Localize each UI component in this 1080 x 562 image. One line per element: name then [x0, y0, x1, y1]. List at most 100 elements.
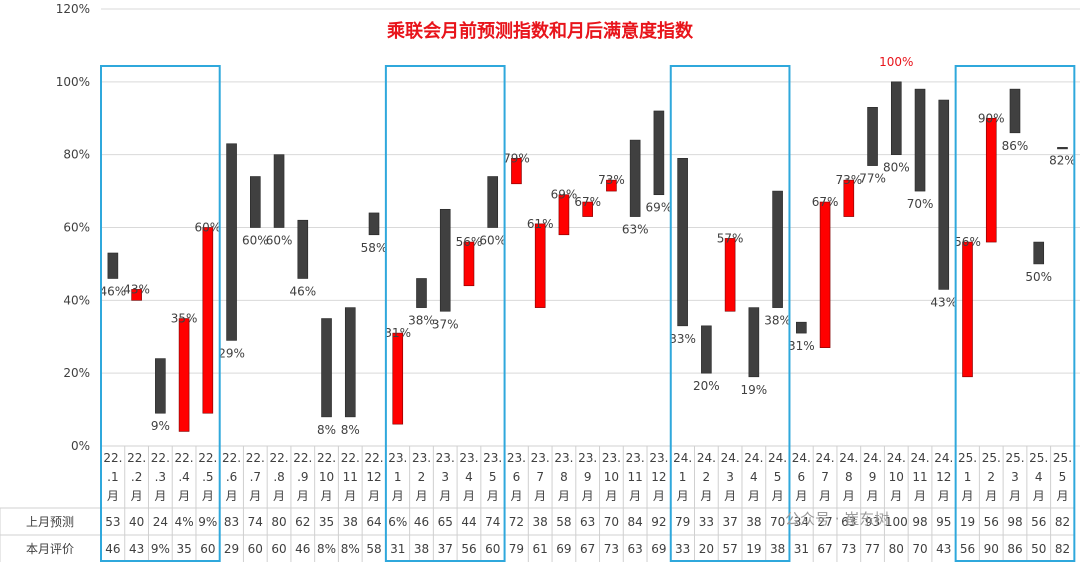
bar-20 — [582, 201, 593, 217]
data-label-13: 38% — [408, 314, 435, 328]
x-tick-label-31: 8 — [845, 470, 853, 484]
forecast-cell-29: 34 — [794, 515, 809, 529]
bar-7 — [273, 154, 285, 228]
x-tick-label-24: 月 — [677, 489, 689, 503]
actual-cell-30: 67 — [817, 542, 832, 556]
data-label-14: 37% — [432, 317, 459, 331]
actual-cell-11: 58 — [366, 542, 381, 556]
highlight-box-1 — [384, 65, 506, 562]
x-tick-label-14: 月 — [439, 489, 451, 503]
forecast-cell-34: 98 — [912, 515, 927, 529]
x-tick-label-23: 23. — [649, 451, 668, 465]
actual-cell-37: 90 — [984, 542, 999, 556]
x-tick-label-17: 月 — [510, 489, 522, 503]
actual-cell-4: 60 — [200, 542, 215, 556]
row-label-forecast: 上月预测 — [26, 515, 74, 529]
bar-15 — [463, 241, 475, 287]
data-label-38: 86% — [1002, 139, 1029, 153]
data-label-8: 46% — [289, 284, 316, 298]
x-tick-label-22: 23. — [626, 451, 645, 465]
x-tick-label-3: .4 — [178, 470, 189, 484]
x-tick-label-30: 24. — [816, 451, 835, 465]
bar-23 — [653, 110, 665, 196]
forecast-cell-8: 62 — [295, 515, 310, 529]
forecast-cell-35: 95 — [936, 515, 951, 529]
actual-cell-19: 69 — [556, 542, 571, 556]
x-tick-label-7: .8 — [273, 470, 284, 484]
x-tick-label-26: 3 — [726, 470, 734, 484]
x-tick-label-38: 3 — [1011, 470, 1019, 484]
data-label-3: 35% — [171, 312, 198, 326]
forecast-cell-20: 63 — [580, 515, 595, 529]
data-label-11: 58% — [361, 241, 388, 255]
forecast-cell-1: 40 — [129, 515, 144, 529]
x-tick-label-0: 月 — [107, 489, 119, 503]
x-tick-label-2: 月 — [154, 489, 166, 503]
x-tick-label-33: 24. — [887, 451, 906, 465]
x-tick-label-20: 月 — [582, 489, 594, 503]
y-tick-label: 60% — [63, 221, 90, 235]
x-tick-label-30: 7 — [821, 470, 829, 484]
x-tick-label-14: 23. — [436, 451, 455, 465]
y-tick-label: 20% — [63, 366, 90, 380]
bar-4 — [202, 227, 214, 414]
forecast-cell-2: 24 — [153, 515, 168, 529]
x-tick-label-21: 23. — [602, 451, 621, 465]
x-tick-label-6: .7 — [250, 470, 261, 484]
forecast-cell-21: 70 — [604, 515, 619, 529]
x-tick-label-6: 月 — [249, 489, 261, 503]
x-tick-label-26: 月 — [724, 489, 736, 503]
y-tick-label: 100% — [56, 75, 90, 89]
x-tick-label-11: 22. — [364, 451, 383, 465]
x-tick-label-19: 8 — [560, 470, 568, 484]
x-tick-label-22: 11 — [628, 470, 643, 484]
bar-22 — [629, 139, 641, 217]
actual-cell-39: 50 — [1031, 542, 1046, 556]
x-tick-label-37: 月 — [985, 489, 997, 503]
x-tick-label-31: 24. — [839, 451, 858, 465]
bar-27 — [748, 307, 760, 378]
actual-cell-36: 56 — [960, 542, 975, 556]
x-tick-label-16: 5 — [489, 470, 497, 484]
row-label-actual: 本月评价 — [26, 542, 74, 556]
actual-cell-21: 73 — [604, 542, 619, 556]
x-tick-label-19: 23. — [554, 451, 573, 465]
chart-title: 乘联会月前预测指数和月后满意度指数 — [386, 20, 694, 42]
x-tick-label-0: 22. — [103, 451, 122, 465]
x-tick-label-36: 月 — [962, 489, 974, 503]
data-label-2: 9% — [151, 419, 170, 433]
bar-2 — [155, 358, 166, 414]
data-label-29: 31% — [788, 339, 815, 353]
x-tick-label-1: .2 — [131, 470, 142, 484]
highlight-box-0 — [100, 65, 221, 562]
bar-36 — [962, 241, 973, 378]
actual-cell-17: 79 — [509, 542, 524, 556]
x-tick-label-30: 月 — [819, 489, 831, 503]
watermark: 公众号 · 崔东树 — [785, 510, 889, 528]
data-label-39: 50% — [1025, 270, 1052, 284]
data-label-peak: 100% — [879, 55, 913, 69]
forecast-cell-16: 74 — [485, 515, 500, 529]
x-tick-label-11: 12 — [366, 470, 381, 484]
x-tick-label-0: .1 — [107, 470, 118, 484]
actual-cell-25: 20 — [699, 542, 714, 556]
x-tick-label-16: 月 — [487, 489, 499, 503]
x-tick-label-4: 22. — [198, 451, 217, 465]
x-tick-label-10: 22. — [341, 451, 360, 465]
x-tick-label-39: 4 — [1035, 470, 1043, 484]
forecast-cell-31: 63 — [841, 515, 856, 529]
forecast-cell-37: 56 — [984, 515, 999, 529]
actual-cell-40: 82 — [1055, 542, 1070, 556]
actual-cell-7: 60 — [271, 542, 286, 556]
x-tick-label-9: 月 — [321, 489, 333, 503]
x-tick-label-27: 月 — [748, 489, 760, 503]
bar-38 — [1009, 88, 1021, 134]
actual-cell-38: 86 — [1007, 542, 1022, 556]
x-tick-label-3: 22. — [175, 451, 194, 465]
forecast-cell-17: 72 — [509, 515, 524, 529]
data-label-37: 90% — [978, 111, 1005, 125]
forecast-cell-0: 53 — [105, 515, 120, 529]
x-tick-label-36: 25. — [958, 451, 977, 465]
gridlines — [101, 8, 1080, 447]
